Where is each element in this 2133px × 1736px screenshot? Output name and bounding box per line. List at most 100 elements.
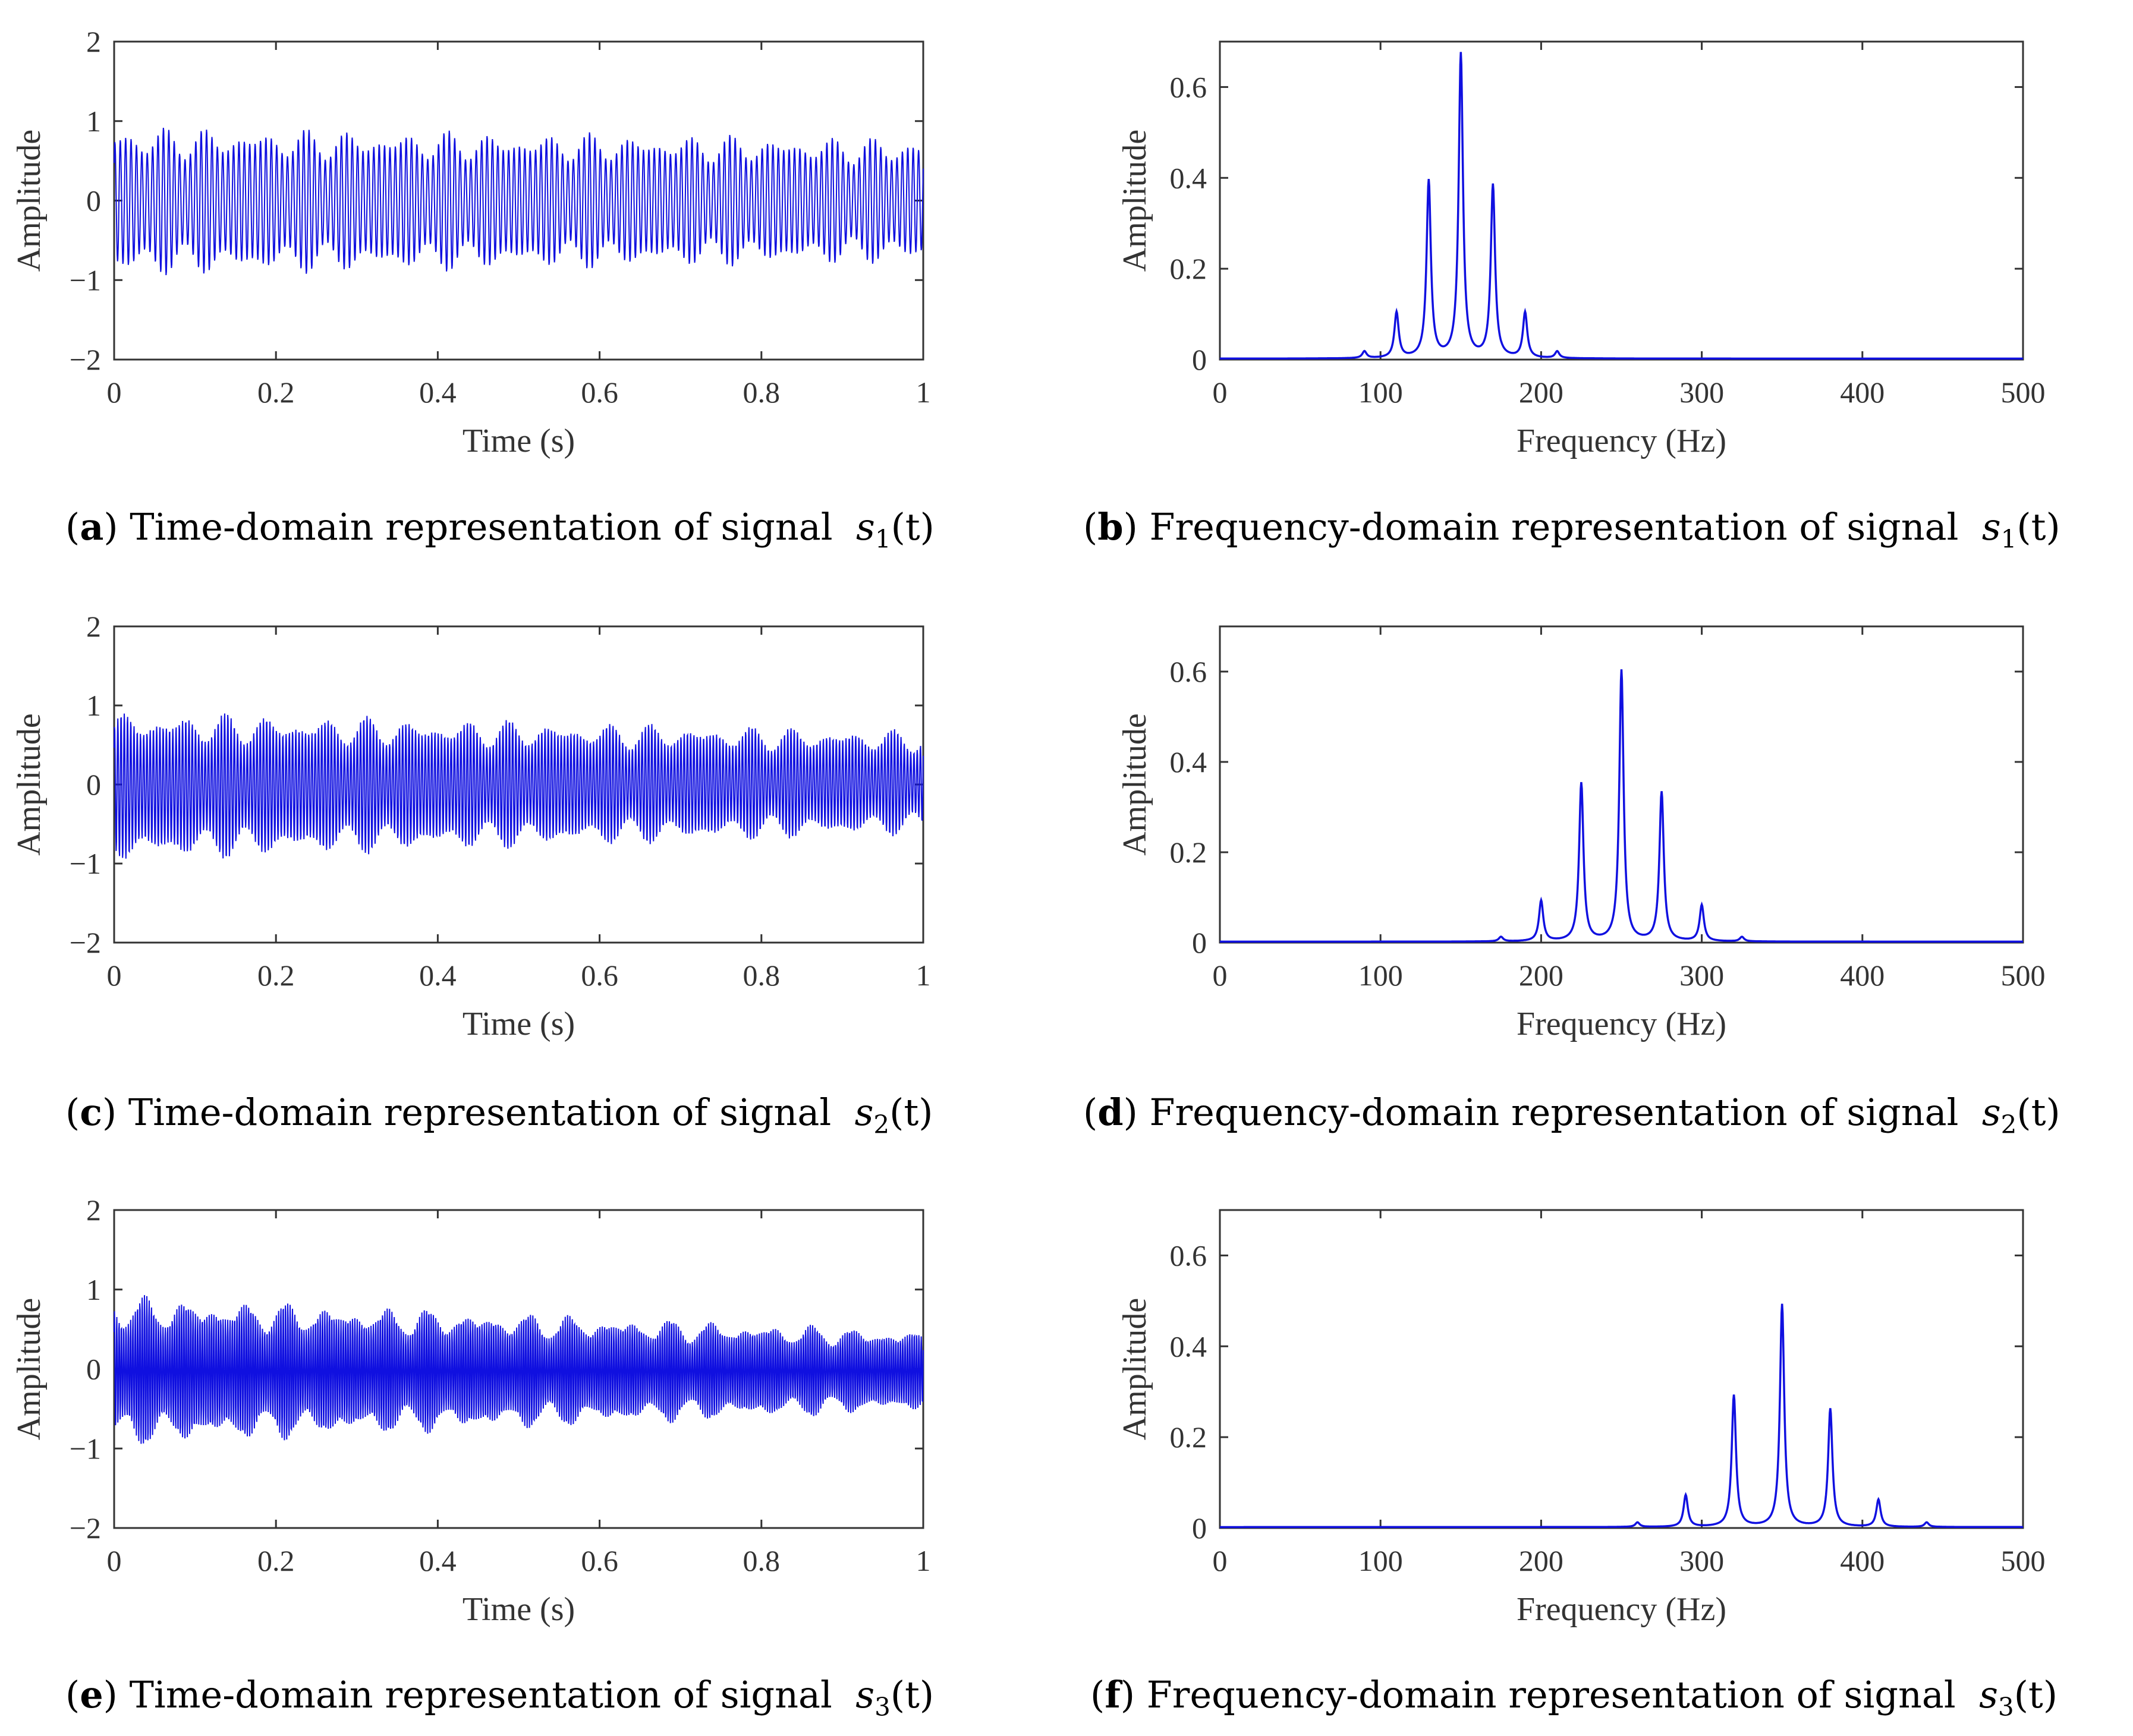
x-tick-label: 0 — [107, 376, 122, 409]
x-tick-label: 0 — [1213, 376, 1228, 409]
chart-e: 0 0.2 0.4 0.6 0.8 1 −2 −1 0 1 2 Time (s) Amplitude — [11, 1193, 931, 1628]
x-tick-label: 400 — [1840, 376, 1885, 409]
x-tick-label: 500 — [2001, 376, 2046, 409]
plot-frame — [1219, 40, 2024, 361]
caption-text: Time-domain representation of signal — [130, 505, 833, 549]
x-tick-label: 0.6 — [581, 959, 618, 992]
y-tick-label: 0 — [86, 184, 101, 218]
caption-letter: e — [80, 1673, 103, 1716]
x-tick-label: 500 — [2001, 1544, 2046, 1577]
y-tick-label: 2 — [86, 610, 101, 643]
x-tick-label: 0.6 — [581, 376, 618, 409]
x-axis-label: Frequency (Hz) — [1517, 423, 1726, 459]
y-tick-label: 0 — [86, 768, 101, 801]
x-tick-label: 400 — [1840, 959, 1885, 992]
series-line — [114, 713, 924, 859]
x-tick-label: 0.6 — [581, 1544, 618, 1577]
caption-a: (a) Time-domain representation of signal… — [65, 505, 935, 554]
caption-text: Time-domain representation of signal — [128, 1091, 832, 1134]
x-tick-label: 300 — [1679, 376, 1724, 409]
x-axis-label: Time (s) — [463, 423, 575, 459]
x-axis-label: Time (s) — [463, 1591, 575, 1628]
caption-f: (f) Frequency-domain representation of s… — [1090, 1673, 2058, 1722]
y-tick-label: 2 — [86, 1193, 101, 1227]
y-tick-label: −1 — [70, 263, 101, 297]
caption-d: (d) Frequency-domain representation of s… — [1083, 1091, 2060, 1139]
x-tick-label: 0.2 — [257, 959, 295, 992]
y-tick-label: 1 — [86, 1273, 101, 1306]
x-tick-label: 0 — [107, 1544, 122, 1577]
x-tick-label: 400 — [1840, 1544, 1885, 1577]
x-tick-label: 200 — [1519, 1544, 1563, 1577]
caption-text: Time-domain representation of signal — [129, 1673, 832, 1716]
x-tick-label: 200 — [1519, 959, 1563, 992]
series-line — [1220, 1303, 2023, 1529]
x-tick-label: 500 — [2001, 959, 2046, 992]
y-axis-label: Amplitude — [1116, 130, 1153, 272]
x-tick-label: 0.2 — [257, 376, 295, 409]
y-tick-label: −1 — [70, 1432, 101, 1465]
y-tick-label: 0.4 — [1170, 1329, 1207, 1363]
caption-e: (e) Time-domain representation of signal… — [65, 1673, 935, 1722]
x-tick-label: 0 — [107, 959, 122, 992]
caption-symbol: s2(t) — [1981, 1091, 2060, 1139]
y-tick-label: 2 — [86, 25, 101, 58]
chart-f: 0 100 200 300 400 500 0 0.2 0.4 0.6 Frequency (Hz)… — [1116, 1209, 2046, 1628]
y-axis-label: Amplitude — [11, 1298, 48, 1441]
x-tick-label: 0.8 — [743, 376, 781, 409]
caption-symbol: s1(t) — [1981, 505, 2060, 554]
y-tick-label: 0.4 — [1170, 745, 1207, 779]
plot-frame — [1219, 1209, 2024, 1529]
caption-symbol: s1(t) — [856, 505, 935, 554]
chart-a: 0 0.2 0.4 0.6 0.8 1 −2 −1 0 1 2 Time (s) Amplitude — [11, 25, 931, 459]
plot-frame — [1219, 625, 2024, 944]
caption-letter: d — [1097, 1091, 1124, 1134]
x-tick-label: 0.4 — [419, 376, 457, 409]
caption-c: (c) Time-domain representation of signal… — [65, 1091, 933, 1139]
y-tick-label: 0 — [1192, 1511, 1207, 1545]
caption-text: Frequency-domain representation of signa… — [1149, 505, 1959, 549]
y-tick-label: −2 — [70, 343, 101, 376]
caption-symbol: s2(t) — [854, 1091, 933, 1139]
y-tick-label: 0 — [1192, 343, 1207, 376]
caption-letter: b — [1097, 505, 1124, 549]
x-tick-label: 0.8 — [743, 959, 781, 992]
series-line — [114, 1295, 924, 1444]
x-tick-label: 0.8 — [743, 1544, 781, 1577]
x-tick-label: 300 — [1679, 1544, 1724, 1577]
series-line — [1220, 52, 2023, 360]
caption-letter: c — [80, 1091, 102, 1134]
chart-b: 0 100 200 300 400 500 0 0.2 0.4 0.6 Frequency (Hz)… — [1116, 40, 2046, 459]
y-tick-label: 0 — [1192, 926, 1207, 959]
series-line — [1220, 669, 2023, 943]
x-tick-label: 1 — [916, 376, 931, 409]
caption-letter: a — [80, 505, 104, 549]
y-tick-label: 1 — [86, 689, 101, 722]
y-tick-label: 0 — [86, 1353, 101, 1386]
y-axis-label: Amplitude — [11, 130, 48, 272]
y-tick-label: 0.2 — [1170, 252, 1207, 285]
caption-symbol: s3(t) — [1979, 1673, 2058, 1722]
y-tick-label: −1 — [70, 847, 101, 880]
x-tick-label: 0 — [1213, 959, 1228, 992]
x-tick-label: 300 — [1679, 959, 1724, 992]
caption-b: (b) Frequency-domain representation of s… — [1083, 505, 2060, 554]
x-axis-label: Frequency (Hz) — [1517, 1591, 1726, 1628]
x-tick-label: 0.2 — [257, 1544, 295, 1577]
caption-symbol: s3(t) — [855, 1673, 935, 1722]
caption-text: Frequency-domain representation of signa… — [1149, 1091, 1959, 1134]
y-tick-label: 0.2 — [1170, 836, 1207, 869]
y-tick-label: 1 — [86, 105, 101, 138]
x-tick-label: 0.4 — [419, 959, 457, 992]
y-tick-label: 0.6 — [1170, 70, 1207, 103]
chart-d: 0 100 200 300 400 500 0 0.2 0.4 0.6 Frequency (Hz)… — [1116, 625, 2046, 1042]
y-tick-label: 0.2 — [1170, 1420, 1207, 1454]
x-axis-label: Time (s) — [463, 1006, 575, 1042]
y-axis-label: Amplitude — [1116, 1298, 1153, 1441]
x-tick-label: 0 — [1213, 1544, 1228, 1577]
y-axis-label: Amplitude — [11, 713, 48, 856]
y-axis-label: Amplitude — [1116, 713, 1153, 856]
x-tick-label: 0.4 — [419, 1544, 457, 1577]
x-tick-label: 1 — [916, 1544, 931, 1577]
